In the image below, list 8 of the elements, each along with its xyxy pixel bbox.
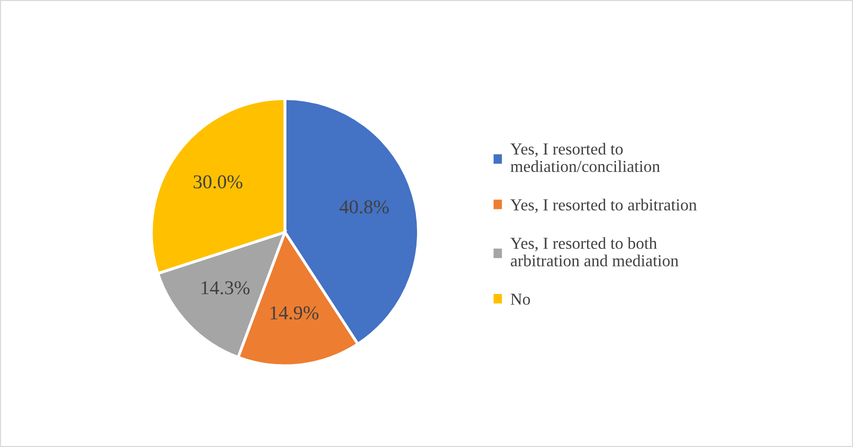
data-label: 40.8% [340, 200, 389, 214]
legend-label: No [510, 294, 530, 305]
data-label: 14.9% [270, 306, 318, 320]
legend-label: Yes, I resorted to mediation/conciliation [510, 142, 660, 172]
data-label: 14.3% [202, 281, 250, 294]
legend-label: Yes, I resorted to arbitration [510, 198, 697, 213]
data-label: 30.0% [194, 175, 242, 188]
legend-label: Yes, I resorted to both arbitration and mediation [510, 237, 678, 266]
